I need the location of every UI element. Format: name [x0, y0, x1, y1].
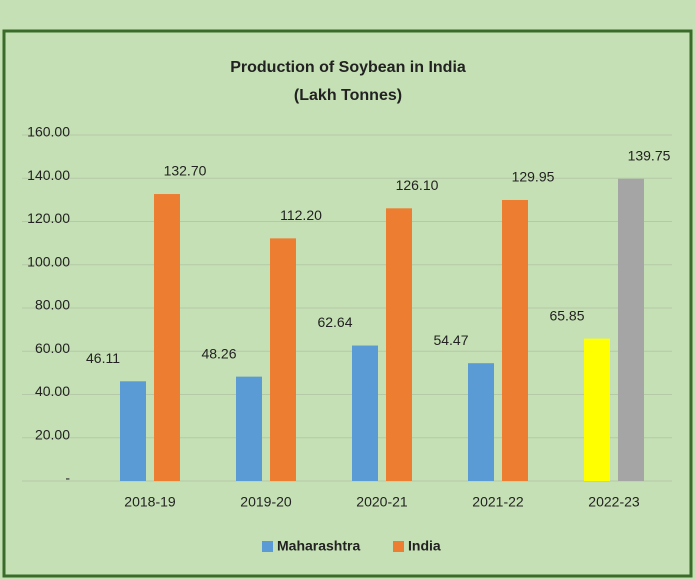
y-tick-label: 160.00 — [27, 124, 70, 140]
bar — [468, 363, 494, 481]
legend-label: Maharashtra — [277, 538, 360, 554]
x-tick-label: 2021-22 — [472, 494, 524, 510]
data-label: 54.47 — [433, 332, 468, 348]
y-tick-label: - — [65, 470, 70, 486]
chart-title: Production of Soybean in India — [230, 59, 466, 76]
data-label: 126.10 — [396, 177, 439, 193]
bar — [584, 338, 610, 481]
y-tick-label: 60.00 — [35, 340, 70, 356]
x-tick-label: 2020-21 — [356, 494, 408, 510]
bar — [352, 345, 378, 481]
bar — [618, 178, 644, 481]
bar — [120, 381, 146, 481]
x-tick-label: 2018-19 — [124, 494, 176, 510]
y-tick-label: 80.00 — [35, 297, 70, 313]
chart-frame — [2, 29, 693, 578]
bar — [386, 208, 412, 481]
bar — [154, 194, 180, 481]
data-label: 129.95 — [512, 169, 555, 185]
data-label: 62.64 — [317, 314, 352, 330]
y-tick-label: 20.00 — [35, 426, 70, 442]
y-tick-label: 40.00 — [35, 383, 70, 399]
data-label: 112.20 — [280, 207, 322, 223]
bar — [236, 376, 262, 481]
data-label: 65.85 — [549, 307, 584, 323]
data-label: 139.75 — [628, 147, 671, 163]
legend-swatch — [393, 541, 404, 552]
bar — [270, 238, 296, 481]
chart-subtitle: (Lakh Tonnes) — [294, 87, 402, 104]
x-tick-label: 2019-20 — [240, 494, 292, 510]
bar — [502, 199, 528, 481]
legend-swatch — [262, 541, 273, 552]
y-tick-label: 100.00 — [27, 253, 70, 269]
y-tick-label: 140.00 — [27, 167, 70, 183]
y-tick-label: 120.00 — [27, 210, 70, 226]
legend-label: India — [408, 538, 441, 554]
data-label: 48.26 — [201, 345, 236, 361]
data-label: 132.70 — [164, 163, 207, 179]
data-label: 46.11 — [86, 350, 120, 366]
x-tick-label: 2022-23 — [588, 494, 640, 510]
